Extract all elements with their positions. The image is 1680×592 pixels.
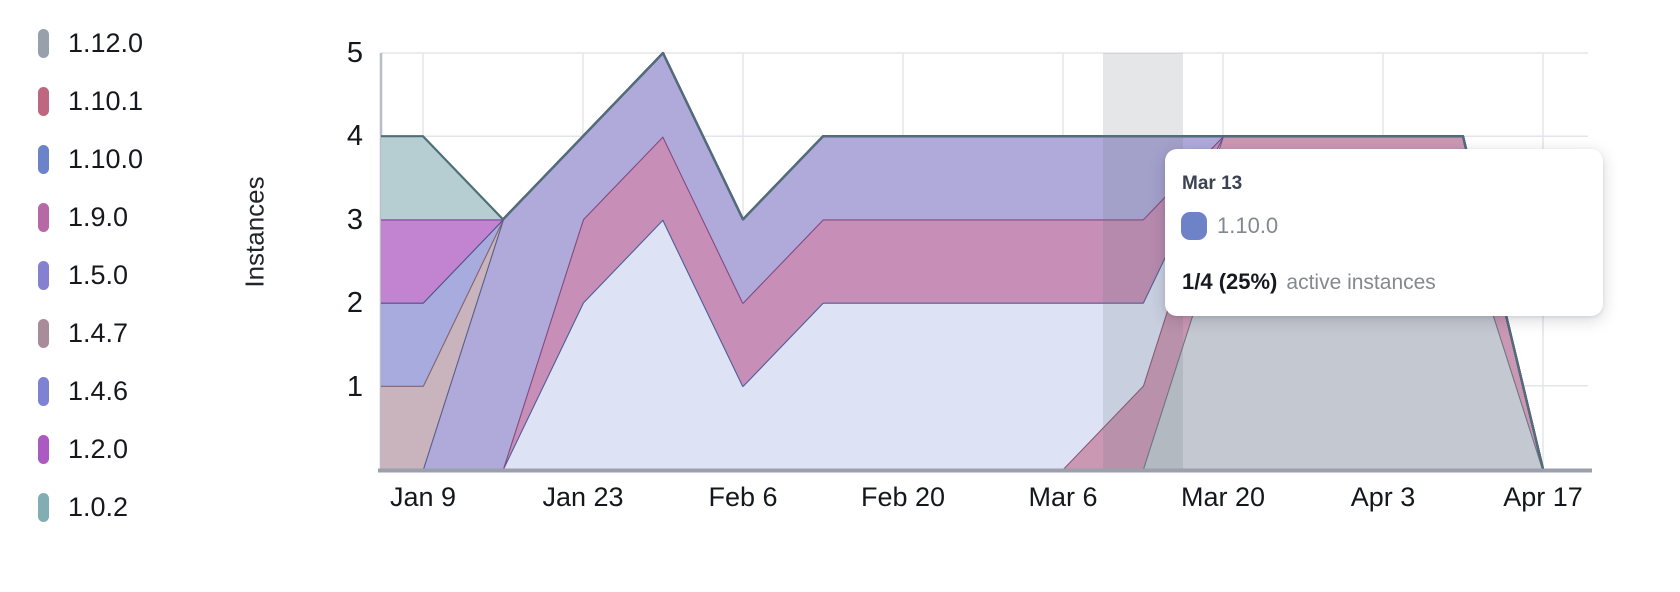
legend-item-1-2-0[interactable]: 1.2.0 [38, 433, 128, 465]
legend-item-label: 1.10.0 [68, 144, 144, 174]
y-tick-label: 2 [346, 287, 363, 319]
legend-swatch-icon [38, 86, 49, 116]
legend-item-label: 1.2.0 [68, 434, 129, 464]
legend-item-label: 1.4.6 [68, 376, 129, 406]
legend-swatch-icon [38, 434, 49, 464]
tooltip-date: Mar 13 [1182, 173, 1243, 194]
y-tick-label: 4 [346, 120, 363, 152]
legend-swatch-icon [38, 202, 49, 232]
legend-item-label: 1.0.2 [68, 492, 129, 522]
tooltip-series-swatch-icon [1181, 212, 1207, 240]
area-1.9.0[interactable] [381, 136, 1543, 469]
legend-item-label: 1.5.0 [68, 260, 129, 290]
x-tick-label: Mar 6 [1028, 482, 1098, 512]
legend-swatch-icon [38, 376, 49, 406]
tooltip-value-suffix: active instances [1286, 271, 1436, 294]
area-1.10.0[interactable] [381, 136, 1543, 469]
legend-item-1-10-1[interactable]: 1.10.1 [38, 85, 143, 117]
legend-swatch-icon [38, 318, 49, 348]
legend-swatch-icon [38, 492, 49, 522]
legend-swatch-icon [38, 260, 49, 290]
x-tick-label: Apr 3 [1350, 482, 1416, 512]
legend-swatch-icon [38, 144, 49, 174]
x-tick-label: Feb 6 [708, 482, 778, 512]
tooltip-series-row: 1.10.0 [1181, 212, 1278, 240]
legend-swatch-icon [38, 28, 49, 58]
y-tick-label: 3 [346, 204, 363, 236]
tooltip-value: 1/4 (25%) [1182, 269, 1278, 294]
legend-item-1-4-7[interactable]: 1.4.7 [38, 317, 128, 349]
x-tick-label: Jan 9 [389, 482, 457, 512]
legend-item-label: 1.9.0 [68, 202, 129, 232]
area-top-line-1.0.2 [381, 51, 1545, 470]
legend-item-1-12-0[interactable]: 1.12.0 [38, 27, 143, 59]
x-tick-label: Apr 17 [1503, 482, 1583, 512]
legend-item-1-5-0[interactable]: 1.5.0 [38, 259, 128, 291]
legend-item-label: 1.10.1 [68, 86, 144, 116]
x-tick-label: Jan 23 [542, 482, 624, 512]
chart-tooltip: Mar 13 1.10.0 1/4 (25%) active instances [1165, 149, 1603, 316]
legend-item-1-4-6[interactable]: 1.4.6 [38, 375, 128, 407]
legend-item-label: 1.12.0 [68, 28, 144, 58]
tooltip-series-label: 1.10.0 [1217, 213, 1279, 238]
legend-item-label: 1.4.7 [68, 318, 129, 348]
tooltip-value-row: 1/4 (25%) active instances [1182, 269, 1436, 295]
x-tick-label: Feb 20 [860, 482, 946, 512]
y-tick-label: 1 [346, 371, 363, 403]
x-tick-label: Mar 20 [1180, 482, 1266, 512]
legend-item-1-0-2[interactable]: 1.0.2 [38, 491, 128, 523]
y-tick-label: 5 [346, 37, 363, 69]
legend-item-1-9-0[interactable]: 1.9.0 [38, 201, 128, 233]
legend-item-1-10-0[interactable]: 1.10.0 [38, 143, 143, 175]
